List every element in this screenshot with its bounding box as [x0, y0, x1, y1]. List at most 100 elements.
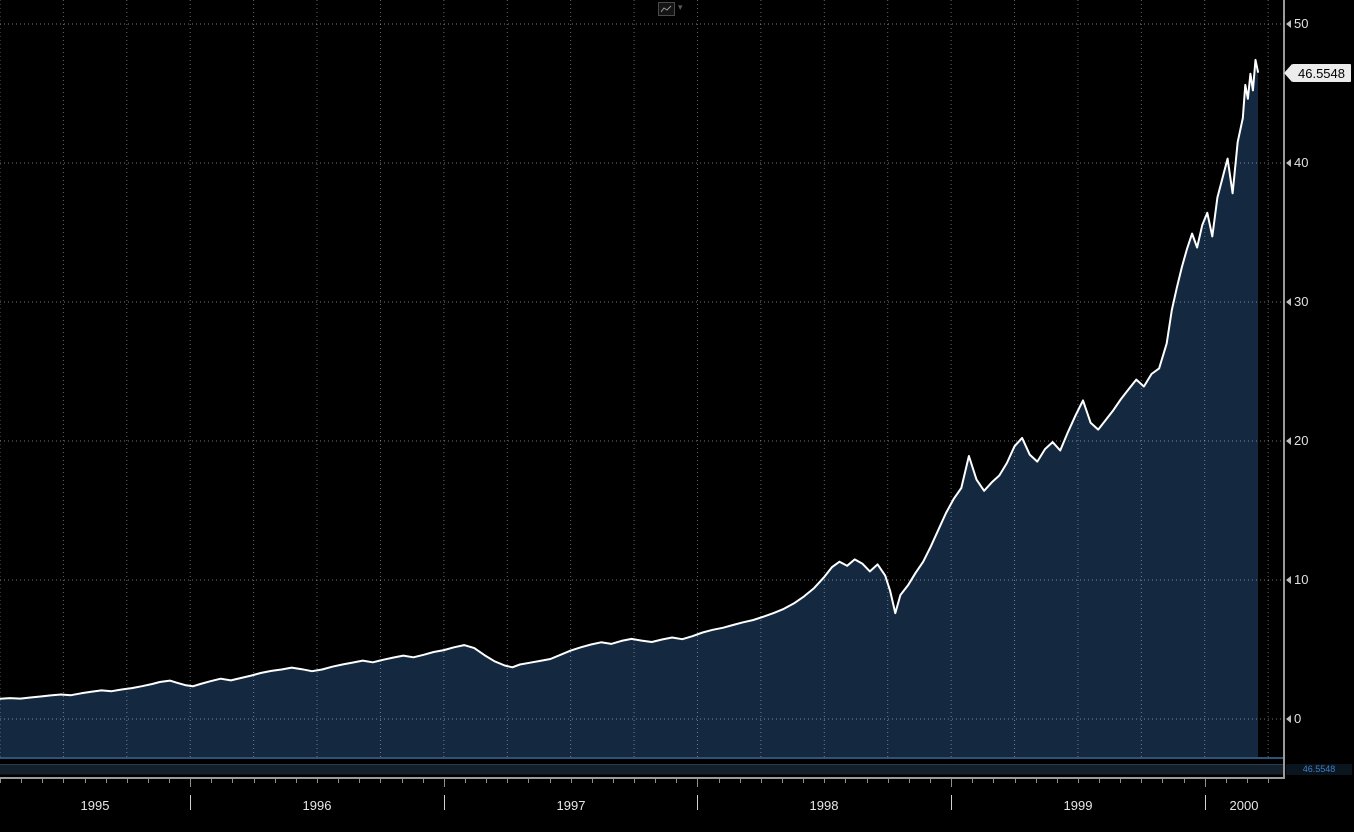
x-axis-tick [782, 779, 783, 783]
x-axis-tick [275, 779, 276, 783]
tick-arrow-icon [1286, 576, 1291, 584]
x-axis-year-label: 1995 [80, 798, 110, 813]
tick-arrow-icon [1286, 298, 1291, 306]
x-axis-tick [550, 779, 551, 783]
chevron-down-icon[interactable]: ▾ [678, 2, 683, 12]
x-axis-tick [338, 779, 339, 783]
x-axis-tick [1099, 779, 1100, 783]
price-line [0, 58, 1259, 700]
last-price-tag: 46.5548 [1292, 64, 1351, 82]
x-axis-tick [528, 779, 529, 783]
last-price-tag-arrow [1284, 64, 1292, 82]
x-axis-tick [930, 779, 931, 783]
x-axis-year-label: 2000 [1229, 798, 1259, 813]
x-axis-tick [486, 779, 487, 783]
x-axis-tick [444, 779, 445, 787]
x-axis-tick [719, 779, 720, 783]
x-axis-tick [761, 779, 762, 783]
tick-value: 40 [1294, 155, 1309, 170]
x-axis-tick [148, 779, 149, 783]
y-axis-tick-label: 30 [1286, 294, 1308, 310]
tick-value: 0 [1294, 711, 1302, 726]
x-axis-tick [1184, 779, 1185, 783]
y-axis-tick-label: 0 [1286, 711, 1301, 727]
x-axis-year-label: 1996 [302, 798, 332, 813]
x-axis-tick [232, 779, 233, 783]
x-axis-tick [655, 779, 656, 783]
x-axis-year-label: 1999 [1063, 798, 1093, 813]
x-axis-tick [1078, 779, 1079, 783]
x-axis-tick [803, 779, 804, 783]
tick-value: 20 [1294, 433, 1309, 448]
x-axis-tick [592, 779, 593, 783]
tick-arrow-icon [1286, 437, 1291, 445]
x-axis-tick [402, 779, 403, 783]
area-fill [0, 59, 1258, 757]
x-axis-tick [254, 779, 255, 783]
tick-arrow-icon [1286, 20, 1291, 28]
x-axis-tick [317, 779, 318, 783]
year-separator [951, 795, 952, 810]
x-axis-tick [0, 779, 1, 783]
x-axis-tick [1015, 779, 1016, 783]
x-axis-tick [359, 779, 360, 783]
x-axis-tick [63, 779, 64, 783]
y-axis-tick-label: 10 [1286, 572, 1308, 588]
x-axis-year-label: 1998 [809, 798, 839, 813]
x-axis-tick [993, 779, 994, 783]
x-axis-tick [571, 779, 572, 783]
x-axis-tick [21, 779, 22, 783]
x-axis-tick [106, 779, 107, 783]
x-axis-tick [740, 779, 741, 783]
x-axis-tick [127, 779, 128, 783]
year-separator [444, 795, 445, 810]
x-axis-tick [1247, 779, 1248, 783]
tick-value: 10 [1294, 572, 1309, 587]
x-axis-tick [888, 779, 889, 783]
tick-arrow-icon [1286, 159, 1291, 167]
chart-style-button[interactable] [658, 2, 675, 16]
x-axis-tick [1120, 779, 1121, 783]
x-axis-tick [1057, 779, 1058, 783]
plot-bottom-border [0, 757, 1283, 759]
x-axis-tick [507, 779, 508, 783]
tick-arrow-icon [1286, 715, 1291, 723]
x-axis-line [0, 777, 1285, 779]
price-area-chart[interactable] [0, 0, 1283, 762]
x-axis-tick [1268, 779, 1269, 783]
x-axis-tick [824, 779, 825, 783]
x-axis-tick [1141, 779, 1142, 783]
year-separator [190, 795, 191, 810]
y-axis-tick-label: 50 [1286, 16, 1308, 32]
x-axis-tick [634, 779, 635, 783]
x-axis-tick [909, 779, 910, 783]
x-axis-tick [42, 779, 43, 783]
y-axis-tick-label: 40 [1286, 155, 1308, 171]
x-axis-tick [845, 779, 846, 783]
x-axis-tick [951, 779, 952, 787]
x-axis-year-label: 1997 [556, 798, 586, 813]
y-axis-line [1283, 0, 1285, 779]
year-separator [1205, 795, 1206, 810]
x-axis-tick [1162, 779, 1163, 783]
x-axis-tick [169, 779, 170, 783]
x-axis-tick [211, 779, 212, 783]
x-axis-tick [972, 779, 973, 783]
last-price-value: 46.5548 [1298, 65, 1345, 81]
x-axis-tick [1036, 779, 1037, 783]
scrollbar-price-readout: 46.5548 [1286, 764, 1352, 775]
horizontal-scrollbar[interactable] [0, 764, 1283, 775]
y-axis-tick-label: 20 [1286, 433, 1308, 449]
line-chart-icon [661, 5, 672, 13]
x-axis-tick [465, 779, 466, 783]
x-axis-tick [1205, 779, 1206, 787]
year-separator [697, 795, 698, 810]
x-axis-tick [296, 779, 297, 783]
x-axis-tick [85, 779, 86, 783]
x-axis-tick [190, 779, 191, 787]
x-axis-tick [613, 779, 614, 783]
x-axis-tick [867, 779, 868, 783]
x-axis-tick [380, 779, 381, 783]
x-axis-tick [423, 779, 424, 783]
